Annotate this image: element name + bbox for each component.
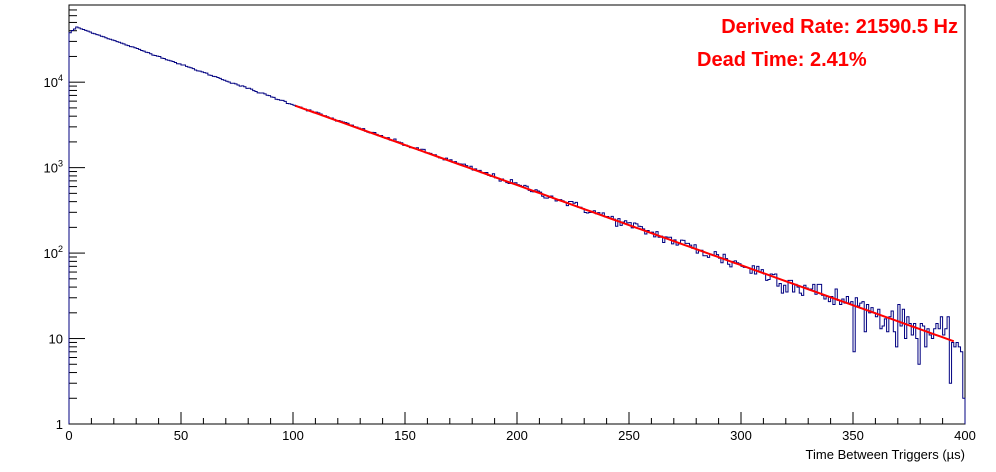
x-tick-label: 100 <box>282 428 304 443</box>
y-tick-label: 10 <box>49 332 63 347</box>
x-tick-label: 50 <box>174 428 188 443</box>
x-tick-label: 200 <box>506 428 528 443</box>
x-tick-label: 250 <box>618 428 640 443</box>
fit-curve <box>294 104 955 343</box>
histogram-series <box>68 26 966 424</box>
y-tick-label: 103 <box>44 159 63 176</box>
dead-time-annotation: Dead Time: 2.41% <box>697 49 867 71</box>
x-tick-label: 150 <box>394 428 416 443</box>
x-axis-title: Time Between Triggers (µs) <box>806 447 965 462</box>
x-tick-label: 300 <box>730 428 752 443</box>
y-tick-label: 1 <box>56 417 63 432</box>
x-tick-label: 350 <box>842 428 864 443</box>
y-tick-label: 104 <box>44 73 63 90</box>
axes: 0 50 100 150 200 250 300 350 400 1 10 102 103 104 <box>44 4 976 443</box>
x-tick-label: 0 <box>65 428 72 443</box>
x-tick-label: 400 <box>954 428 976 443</box>
derived-rate-annotation: Derived Rate: 21590.5 Hz <box>721 16 958 38</box>
y-tick-label: 102 <box>44 244 63 261</box>
